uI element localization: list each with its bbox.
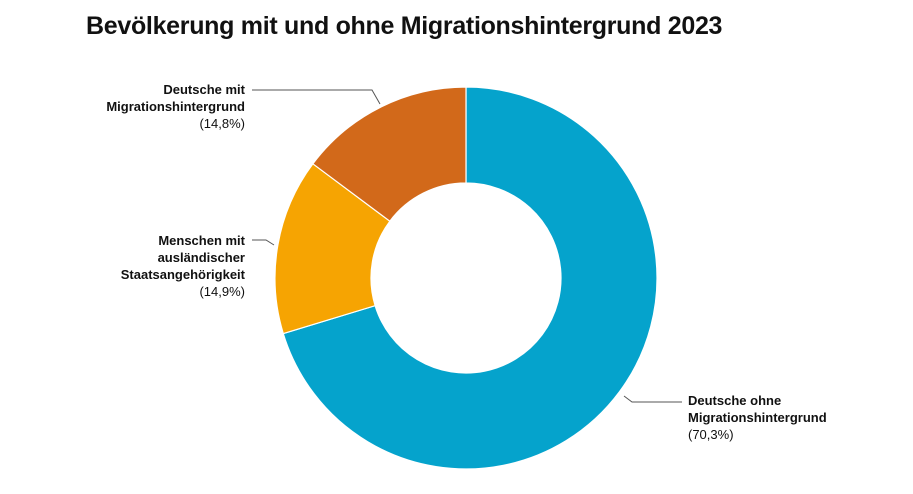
donut-slice-3: [312, 86, 467, 223]
chart-title: Bevölkerung mit und ohne Migrationshinte…: [86, 12, 723, 40]
slice-value-label-3: (14,8%): [199, 116, 245, 131]
slice-label-3: Deutsche mit Migrationshintergrund (14,8%): [106, 82, 245, 131]
leader-line-3: [252, 89, 381, 105]
donut-slice-1: [282, 86, 658, 470]
slice-value-label-2: (14,9%): [199, 284, 245, 299]
leader-line-1: [623, 395, 682, 403]
donut-slice-2: [274, 162, 391, 335]
leader-line-2: [252, 239, 275, 246]
slice-label-1: Deutsche ohne Migrationshintergrund (70,3%…: [688, 393, 827, 442]
slice-value-label-1: (70,3%): [688, 427, 734, 442]
slice-label-2: Menschen mit ausländischer Staatsangehörig…: [121, 233, 246, 299]
